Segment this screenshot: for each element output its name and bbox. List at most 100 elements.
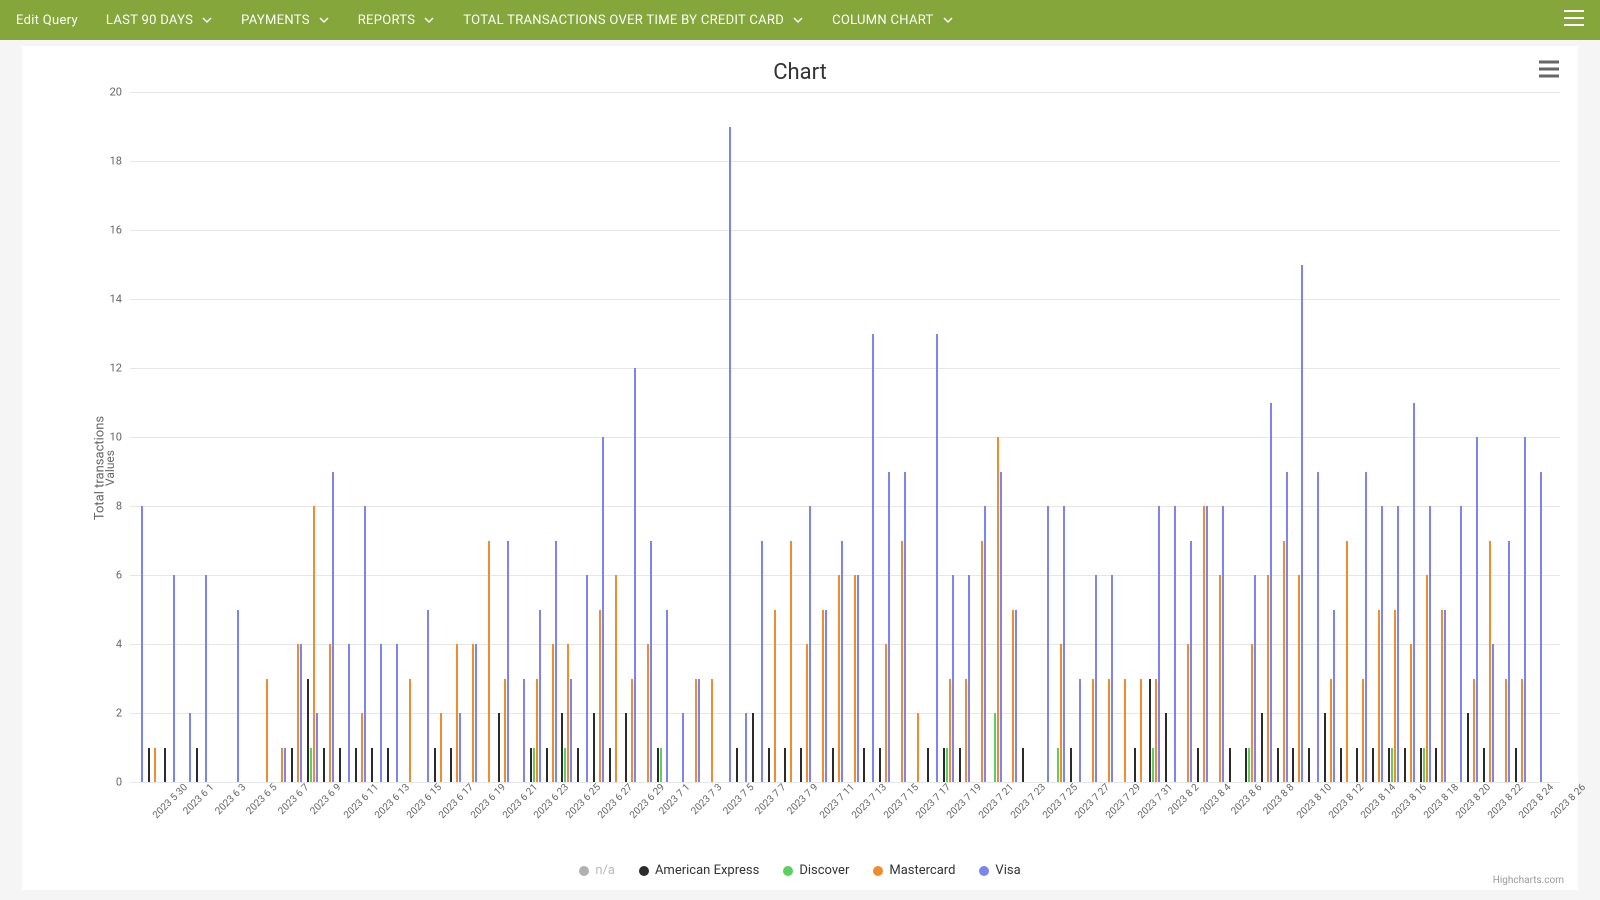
- bar[interactable]: [310, 748, 312, 783]
- bar[interactable]: [561, 713, 563, 782]
- bar[interactable]: [1245, 748, 1247, 783]
- bar[interactable]: [1521, 679, 1523, 783]
- bar[interactable]: [1413, 403, 1415, 783]
- bar[interactable]: [879, 748, 881, 783]
- bar[interactable]: [885, 644, 887, 782]
- bar[interactable]: [698, 679, 700, 783]
- bar[interactable]: [316, 713, 318, 782]
- edit-query-link[interactable]: Edit Query: [16, 13, 78, 28]
- filter-date-range[interactable]: LAST 90 DAYS: [106, 13, 213, 28]
- bar[interactable]: [1308, 748, 1310, 783]
- bar[interactable]: [1381, 506, 1383, 782]
- bar[interactable]: [307, 679, 309, 783]
- bar[interactable]: [1134, 748, 1136, 783]
- bar[interactable]: [1095, 575, 1097, 782]
- bar[interactable]: [872, 334, 874, 783]
- bar[interactable]: [695, 679, 697, 783]
- bar[interactable]: [1254, 575, 1256, 782]
- bar[interactable]: [1111, 575, 1113, 782]
- bar[interactable]: [1394, 610, 1396, 783]
- bar[interactable]: [1444, 610, 1446, 783]
- bar[interactable]: [339, 748, 341, 783]
- bar[interactable]: [949, 679, 951, 783]
- bar[interactable]: [189, 713, 191, 782]
- bar[interactable]: [329, 644, 331, 782]
- bar[interactable]: [387, 748, 389, 783]
- filter-chart-type[interactable]: COLUMN CHART: [832, 13, 954, 28]
- bar[interactable]: [790, 541, 792, 783]
- bar[interactable]: [427, 610, 429, 783]
- bar[interactable]: [1047, 506, 1049, 782]
- bar[interactable]: [1155, 679, 1157, 783]
- bar[interactable]: [1404, 748, 1406, 783]
- bar[interactable]: [1365, 472, 1367, 783]
- bar[interactable]: [196, 748, 198, 783]
- bar[interactable]: [1229, 748, 1231, 783]
- bar[interactable]: [1492, 644, 1494, 782]
- bar[interactable]: [952, 575, 954, 782]
- bar[interactable]: [355, 748, 357, 783]
- bar[interactable]: [1340, 748, 1342, 783]
- bar[interactable]: [1330, 679, 1332, 783]
- bar[interactable]: [1277, 748, 1279, 783]
- bar[interactable]: [409, 679, 411, 783]
- bar[interactable]: [825, 610, 827, 783]
- bar[interactable]: [1476, 437, 1478, 782]
- bar[interactable]: [1070, 748, 1072, 783]
- bar[interactable]: [456, 644, 458, 782]
- bar[interactable]: [284, 748, 286, 783]
- bar[interactable]: [1187, 644, 1189, 782]
- bar[interactable]: [1435, 748, 1437, 783]
- bar[interactable]: [281, 748, 283, 783]
- bar[interactable]: [1362, 679, 1364, 783]
- bar[interactable]: [1158, 506, 1160, 782]
- bar[interactable]: [440, 713, 442, 782]
- bar[interactable]: [1206, 506, 1208, 782]
- chart-export-menu-icon[interactable]: [1538, 60, 1560, 82]
- bar[interactable]: [570, 679, 572, 783]
- bar[interactable]: [237, 610, 239, 783]
- bar[interactable]: [1261, 713, 1263, 782]
- bar[interactable]: [539, 610, 541, 783]
- bar[interactable]: [1124, 679, 1126, 783]
- bar[interactable]: [838, 575, 840, 782]
- bar[interactable]: [371, 748, 373, 783]
- bar[interactable]: [1410, 644, 1412, 782]
- bar[interactable]: [488, 541, 490, 783]
- bar[interactable]: [472, 644, 474, 782]
- bar[interactable]: [1165, 713, 1167, 782]
- bar[interactable]: [434, 748, 436, 783]
- bar[interactable]: [577, 748, 579, 783]
- bar[interactable]: [530, 748, 532, 783]
- bar[interactable]: [1426, 575, 1428, 782]
- bar[interactable]: [959, 748, 961, 783]
- bar[interactable]: [266, 679, 268, 783]
- bar[interactable]: [800, 748, 802, 783]
- bar[interactable]: [1286, 472, 1288, 783]
- bar[interactable]: [1203, 506, 1205, 782]
- bar[interactable]: [148, 748, 150, 783]
- bar[interactable]: [1420, 748, 1422, 783]
- legend-item[interactable]: Discover: [783, 863, 849, 878]
- bar[interactable]: [396, 644, 398, 782]
- bar[interactable]: [994, 713, 996, 782]
- bar[interactable]: [904, 472, 906, 783]
- bar[interactable]: [323, 748, 325, 783]
- bar[interactable]: [682, 713, 684, 782]
- bar[interactable]: [984, 506, 986, 782]
- bar[interactable]: [1267, 575, 1269, 782]
- bar[interactable]: [752, 713, 754, 782]
- bar[interactable]: [1015, 610, 1017, 783]
- bar[interactable]: [1108, 679, 1110, 783]
- bar[interactable]: [841, 541, 843, 783]
- bar[interactable]: [1524, 437, 1526, 782]
- bar[interactable]: [1483, 748, 1485, 783]
- bar[interactable]: [768, 748, 770, 783]
- bar[interactable]: [297, 644, 299, 782]
- legend-item[interactable]: Visa: [979, 863, 1020, 878]
- bar[interactable]: [997, 437, 999, 782]
- bar[interactable]: [1317, 472, 1319, 783]
- bar[interactable]: [1012, 610, 1014, 783]
- bar[interactable]: [1372, 748, 1374, 783]
- bar[interactable]: [888, 472, 890, 783]
